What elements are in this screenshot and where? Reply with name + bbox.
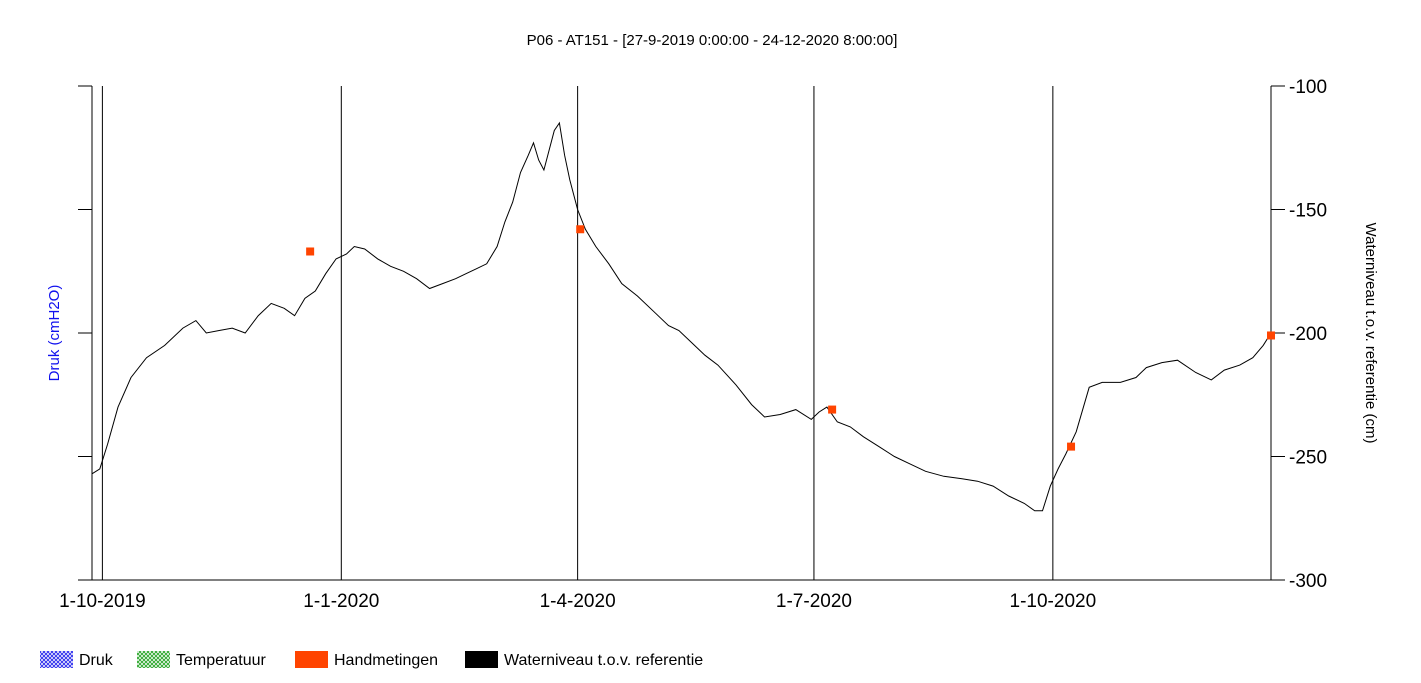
handmeting-marker	[1067, 442, 1076, 451]
handmeting-marker	[1267, 331, 1275, 340]
legend-label: Druk	[79, 652, 114, 669]
x-tick-label: 1-10-2020	[1010, 591, 1097, 612]
x-tick-label: 1-10-2019	[59, 591, 146, 612]
legend-label: Waterniveau t.o.v. referentie	[504, 652, 703, 669]
handmeting-marker	[828, 405, 837, 414]
y-axis-label-right: Waterniveau t.o.v. referentie (cm)	[1362, 223, 1379, 444]
legend: Druk Temperatuur Handmetingen Waterniveau t…	[40, 651, 703, 669]
legend-swatch	[40, 651, 73, 668]
x-ticks: 1-10-2019 1-1-2020 1-4-2020 1-7-2020 1-10-20…	[59, 591, 1096, 612]
x-tick-label: 1-1-2020	[303, 591, 379, 612]
legend-label: Handmetingen	[334, 652, 438, 669]
y-tick-label: -250	[1289, 448, 1327, 469]
y-ticks: -100 -150 -200 -250 -300	[78, 77, 1327, 592]
x-gridlines	[101, 86, 1054, 580]
legend-label: Temperatuur	[176, 652, 266, 669]
handmeting-marker	[306, 247, 315, 256]
x-tick-label: 1-7-2020	[776, 591, 852, 612]
legend-swatch	[137, 651, 170, 668]
legend-swatch	[295, 651, 328, 668]
x-tick-label: 1-4-2020	[540, 591, 616, 612]
y-tick-label: -200	[1289, 324, 1327, 345]
legend-swatch	[465, 651, 498, 668]
handmeting-marker	[576, 225, 585, 234]
y-tick-label: -100	[1289, 77, 1327, 98]
y-tick-label: -150	[1289, 201, 1327, 222]
y-axis-label-left: Druk (cmH2O)	[46, 285, 63, 382]
series-waterniveau-line	[91, 121, 1272, 512]
series-layer	[91, 121, 1275, 512]
chart-title: P06 - AT151 - [27-9-2019 0:00:00 - 24-12…	[527, 32, 898, 49]
y-tick-label: -300	[1289, 571, 1327, 592]
